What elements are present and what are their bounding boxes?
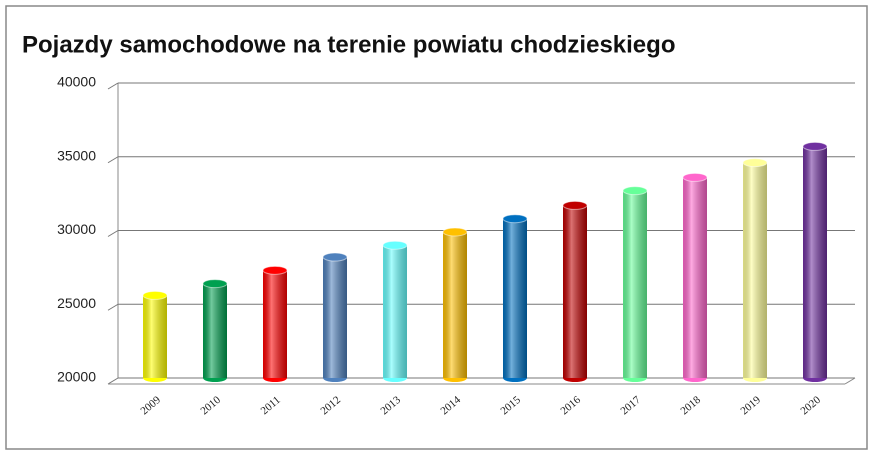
y-tick-label: 20000 bbox=[57, 369, 96, 385]
bar-cap bbox=[742, 158, 768, 168]
chart-title: Pojazdy samochodowe na terenie powiatu c… bbox=[22, 31, 675, 58]
bar-shade bbox=[743, 162, 767, 378]
bar-cap bbox=[142, 290, 168, 300]
bar-cap bbox=[322, 252, 348, 262]
bar-shade bbox=[443, 231, 467, 378]
bar-shade bbox=[683, 177, 707, 378]
bar-cap bbox=[562, 200, 588, 210]
grid-line-side bbox=[107, 156, 119, 164]
y-tick-label: 30000 bbox=[57, 221, 96, 237]
bar-shade bbox=[803, 146, 827, 378]
bar-cap bbox=[442, 227, 468, 237]
grid-line-side bbox=[107, 82, 119, 90]
y-tick-label: 25000 bbox=[57, 295, 96, 311]
bar-shade bbox=[143, 295, 167, 378]
y-tick-label: 40000 bbox=[57, 74, 96, 90]
bar-cap bbox=[682, 172, 708, 182]
bar-cap bbox=[202, 279, 228, 289]
bar-cap bbox=[382, 240, 408, 250]
bar-shade bbox=[323, 257, 347, 378]
grid-line-side bbox=[107, 303, 119, 311]
bar-shade bbox=[623, 190, 647, 378]
bar-shade bbox=[203, 283, 227, 378]
y-tick-label: 35000 bbox=[57, 147, 96, 163]
bar-cap bbox=[622, 186, 648, 196]
bar-shade bbox=[563, 205, 587, 378]
bar-shade bbox=[263, 270, 287, 378]
bar-cap bbox=[802, 141, 828, 151]
grid-line-side bbox=[107, 377, 119, 385]
bar-cap bbox=[262, 265, 288, 275]
frame bbox=[5, 5, 868, 450]
bar-cap bbox=[502, 214, 528, 224]
grid-line-side bbox=[107, 230, 119, 237]
bar-shade bbox=[383, 245, 407, 378]
bar-shade bbox=[503, 218, 527, 378]
floor-right bbox=[844, 377, 856, 385]
